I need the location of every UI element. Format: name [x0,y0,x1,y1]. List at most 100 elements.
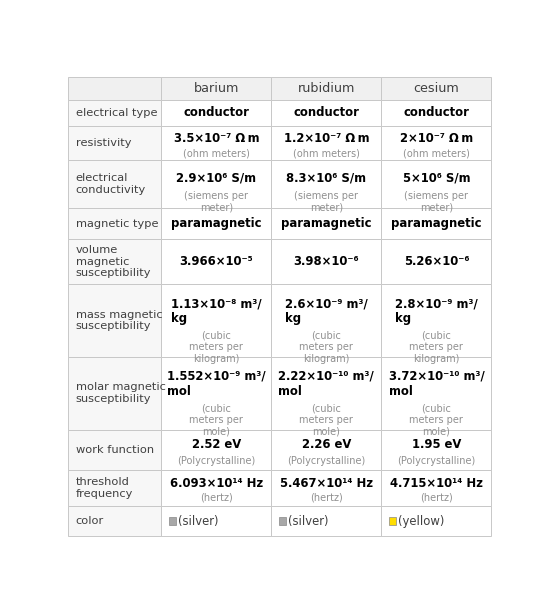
Bar [162,357,271,430]
Bar [162,208,271,239]
Bar [381,100,491,126]
Text: volume
magnetic
susceptibility: volume magnetic susceptibility [76,245,151,278]
Bar [381,126,491,160]
Bar [68,208,162,239]
Text: (ohm meters): (ohm meters) [293,148,360,158]
Bar [68,239,162,284]
Text: (Polycrystalline): (Polycrystalline) [397,455,476,466]
Text: (cubic
meters per
kilogram): (cubic meters per kilogram) [189,331,244,364]
Bar [381,506,491,537]
Bar [68,284,162,357]
Text: 4.715×10¹⁴ Hz: 4.715×10¹⁴ Hz [390,476,483,490]
Text: color: color [76,516,104,526]
Bar [162,126,271,160]
Bar [271,100,381,126]
Text: 3.98×10⁻⁶: 3.98×10⁻⁶ [294,255,359,268]
Text: 1.2×10⁻⁷ Ω m: 1.2×10⁻⁷ Ω m [283,132,369,145]
Bar [381,284,491,357]
Text: 2×10⁻⁷ Ω m: 2×10⁻⁷ Ω m [400,132,473,145]
Text: 2.6×10⁻⁹ m³/
kg: 2.6×10⁻⁹ m³/ kg [285,297,368,325]
Text: (hertz): (hertz) [310,493,343,503]
Text: 2.26 eV: 2.26 eV [302,438,351,451]
Bar [271,208,381,239]
Bar [162,160,271,208]
Text: 3.72×10⁻¹⁰ m³/
mol: 3.72×10⁻¹⁰ m³/ mol [389,370,484,398]
Bar [381,160,491,208]
Text: cesium: cesium [413,82,459,95]
Bar [68,470,162,506]
Text: (siemens per
meter): (siemens per meter) [405,191,468,212]
Text: (yellow): (yellow) [399,515,444,527]
Text: 3.5×10⁻⁷ Ω m: 3.5×10⁻⁷ Ω m [174,132,259,145]
Text: conductor: conductor [293,106,359,120]
Text: electrical type: electrical type [76,108,157,118]
Bar [271,357,381,430]
Bar [381,239,491,284]
Bar [162,284,271,357]
Text: (silver): (silver) [178,515,219,527]
Text: 1.95 eV: 1.95 eV [412,438,461,451]
Text: paramagnetic: paramagnetic [171,217,262,230]
Bar [381,430,491,470]
Bar [279,517,286,524]
Text: threshold
frequency: threshold frequency [76,477,133,498]
Text: (Polycrystalline): (Polycrystalline) [287,455,365,466]
Bar [68,506,162,537]
Text: (silver): (silver) [288,515,329,527]
Text: magnetic type: magnetic type [76,219,158,229]
Bar [162,239,271,284]
Text: electrical
conductivity: electrical conductivity [76,174,146,195]
Text: conductor: conductor [183,106,250,120]
Text: rubidium: rubidium [298,82,355,95]
Text: 6.093×10¹⁴ Hz: 6.093×10¹⁴ Hz [170,476,263,490]
Bar [169,517,176,524]
Text: 5×10⁶ S/m: 5×10⁶ S/m [402,171,470,185]
Bar [162,430,271,470]
Text: 1.552×10⁻⁹ m³/
mol: 1.552×10⁻⁹ m³/ mol [167,370,266,398]
Bar [381,76,491,100]
Bar [271,239,381,284]
Text: (siemens per
meter): (siemens per meter) [294,191,358,212]
Bar [381,208,491,239]
Text: 5.467×10¹⁴ Hz: 5.467×10¹⁴ Hz [280,476,373,490]
Text: paramagnetic: paramagnetic [281,217,372,230]
Text: (hertz): (hertz) [200,493,233,503]
Text: 2.22×10⁻¹⁰ m³/
mol: 2.22×10⁻¹⁰ m³/ mol [278,370,374,398]
Bar [271,430,381,470]
Bar [162,506,271,537]
Text: (siemens per
meter): (siemens per meter) [185,191,248,212]
Text: paramagnetic: paramagnetic [391,217,482,230]
Text: (cubic
meters per
mole): (cubic meters per mole) [299,404,353,437]
Bar [68,100,162,126]
Bar [162,76,271,100]
Text: (cubic
meters per
mole): (cubic meters per mole) [410,404,464,437]
Text: 3.966×10⁻⁵: 3.966×10⁻⁵ [180,255,253,268]
Text: 2.8×10⁻⁹ m³/
kg: 2.8×10⁻⁹ m³/ kg [395,297,478,325]
Text: (Polycrystalline): (Polycrystalline) [177,455,256,466]
Bar [68,76,162,100]
Bar [68,160,162,208]
Bar [271,506,381,537]
Text: (cubic
meters per
kilogram): (cubic meters per kilogram) [410,331,464,364]
Text: (cubic
meters per
mole): (cubic meters per mole) [189,404,244,437]
Text: (ohm meters): (ohm meters) [403,148,470,158]
Bar [271,76,381,100]
Text: (cubic
meters per
kilogram): (cubic meters per kilogram) [299,331,353,364]
Bar [271,470,381,506]
Text: work function: work function [76,445,154,455]
Bar [162,100,271,126]
Bar [68,126,162,160]
Text: mass magnetic
susceptibility: mass magnetic susceptibility [76,310,163,331]
Bar [389,517,396,524]
Text: conductor: conductor [403,106,470,120]
Bar [68,430,162,470]
Text: (hertz): (hertz) [420,493,453,503]
Text: (ohm meters): (ohm meters) [183,148,250,158]
Bar [271,284,381,357]
Text: resistivity: resistivity [76,138,132,148]
Text: 5.26×10⁻⁶: 5.26×10⁻⁶ [403,255,469,268]
Text: 8.3×10⁶ S/m: 8.3×10⁶ S/m [286,171,366,185]
Bar [271,126,381,160]
Bar [381,470,491,506]
Text: 1.13×10⁻⁸ m³/
kg: 1.13×10⁻⁸ m³/ kg [171,297,262,325]
